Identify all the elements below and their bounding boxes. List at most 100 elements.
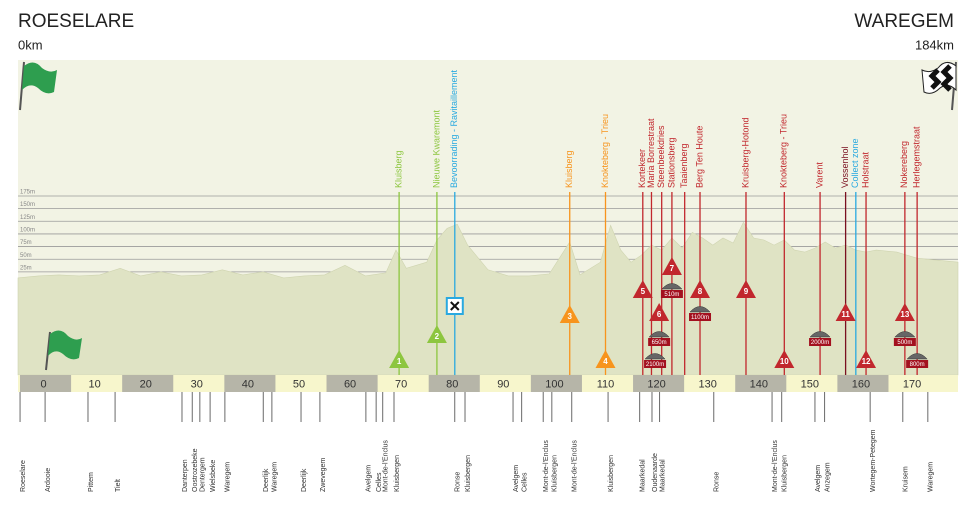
cobble-box [906, 360, 929, 368]
climb-label: Collect zone [850, 138, 860, 188]
climb-label: Kortekeer [637, 149, 647, 188]
x-tick-label: 80 [446, 378, 458, 390]
climb-marker-label: 9 [744, 287, 749, 296]
elevation-area [17, 221, 959, 376]
location-label: Celles [522, 472, 529, 492]
climb-label: Kruisberg-Hotond [740, 117, 750, 188]
location-label: Kluisbergen [465, 455, 472, 492]
feed-zone-symbol [450, 301, 460, 311]
cobble-icon [689, 306, 711, 313]
finish-name: WAREGEM [854, 11, 954, 32]
x-tick-label: 160 [852, 378, 870, 390]
location-label: Kluisbergen [782, 455, 789, 492]
climb-label: Kluisberg [393, 150, 403, 188]
location-label: Pittem [88, 472, 95, 492]
location-label: Deerlijk [301, 468, 308, 492]
climb-marker [661, 257, 682, 275]
location-label: Waregem [225, 462, 232, 492]
climb-marker [389, 350, 410, 368]
location-label: Deerlijk [263, 468, 270, 492]
y-tick-label: 100m [20, 228, 35, 234]
x-tick-label: 70 [395, 378, 407, 390]
location-label: Maarkedal [659, 459, 666, 492]
x-tick-label: 60 [344, 378, 356, 390]
x-tick-label: 0 [40, 378, 46, 390]
location-label: Danterpen [182, 459, 189, 492]
start-flag [19, 61, 57, 111]
cobble-icon [648, 331, 670, 338]
climb-marker [735, 280, 756, 298]
climb-label: Knokteberg - Trieu [779, 114, 789, 188]
location-label: Mont-de-l'Enclus [772, 440, 779, 492]
km-band [735, 375, 787, 392]
location-label: Wielsbeke [210, 460, 217, 492]
climb-label: Steenbeekdries [656, 125, 666, 188]
climb-label: Taaienberg [679, 143, 689, 188]
x-tick-label: 10 [89, 378, 101, 390]
km-band [837, 375, 889, 392]
climb-marker [774, 350, 795, 368]
climb-marker-label: 7 [670, 264, 675, 273]
y-tick-label: 150m [20, 202, 35, 208]
x-tick-label: 150 [801, 378, 819, 390]
cobble-label: 650m [652, 340, 667, 346]
cobble-box [660, 290, 683, 298]
x-tick-label: 170 [903, 378, 921, 390]
cobble-icon [894, 331, 916, 338]
cobble-box [689, 313, 712, 321]
climb-marker-label: 11 [841, 310, 850, 319]
start-flag-bottom [45, 330, 82, 371]
location-label: Avelgem [366, 465, 373, 492]
location-label: Maarkedal [640, 459, 647, 492]
location-label: Ronse [714, 472, 721, 492]
location-label: Dentergem [200, 457, 207, 492]
location-label: Kluisbergen [608, 455, 615, 492]
y-tick-label: 75m [20, 240, 32, 246]
cobble-icon [661, 283, 683, 290]
cobble-label: 510m [664, 292, 679, 298]
cobble-label: 1100m [691, 315, 709, 321]
climb-label: Berg Ten Houte [694, 126, 704, 188]
climb-marker-label: 8 [698, 287, 703, 296]
start-distance: 0km [18, 37, 43, 52]
location-label: Roeselare [20, 460, 27, 492]
climb-marker [595, 350, 616, 368]
climb-marker-label: 10 [780, 357, 789, 366]
climb-marker [426, 325, 447, 343]
km-band [224, 375, 276, 392]
y-tick-label: 25m [20, 265, 32, 271]
location-label: Oudenaarde [652, 453, 659, 492]
location-label: Waregem [272, 462, 279, 492]
location-label: Zwevegem [320, 458, 327, 492]
climb-marker-label: 6 [657, 310, 662, 319]
location-label: Kluisbergen [552, 455, 559, 492]
km-band [633, 375, 685, 392]
cobble-box [648, 338, 671, 346]
climb-marker-label: 13 [900, 310, 909, 319]
x-tick-label: 20 [140, 378, 152, 390]
cobble-box [893, 338, 916, 346]
location-label: Mont-de-l'Enclus [572, 440, 579, 492]
climb-marker-label: 2 [435, 332, 440, 341]
climb-label: Holstraat [860, 151, 870, 188]
location-label: Mont-de-l'Enclus [383, 440, 390, 492]
y-tick-label: 50m [20, 253, 32, 259]
cobble-box [809, 338, 832, 346]
x-tick-label: 130 [698, 378, 716, 390]
x-tick-label: 90 [497, 378, 509, 390]
finish-flag [921, 61, 957, 111]
climb-marker-label: 1 [397, 357, 402, 366]
climb-label: Varent [814, 162, 824, 188]
climb-label: Bevoorrading - Ravitaillement [449, 69, 459, 188]
cobble-box [644, 360, 667, 368]
location-label: Avelgem [513, 465, 520, 492]
km-band [20, 375, 72, 392]
x-tick-label: 110 [597, 378, 615, 390]
climb-label: Kluisberg [564, 150, 574, 188]
location-label: Avelgem [815, 465, 822, 492]
location-label: Oostrozebeke [192, 448, 199, 492]
climb-marker-label: 3 [568, 312, 573, 321]
km-band [326, 375, 378, 392]
climb-marker [835, 303, 856, 321]
